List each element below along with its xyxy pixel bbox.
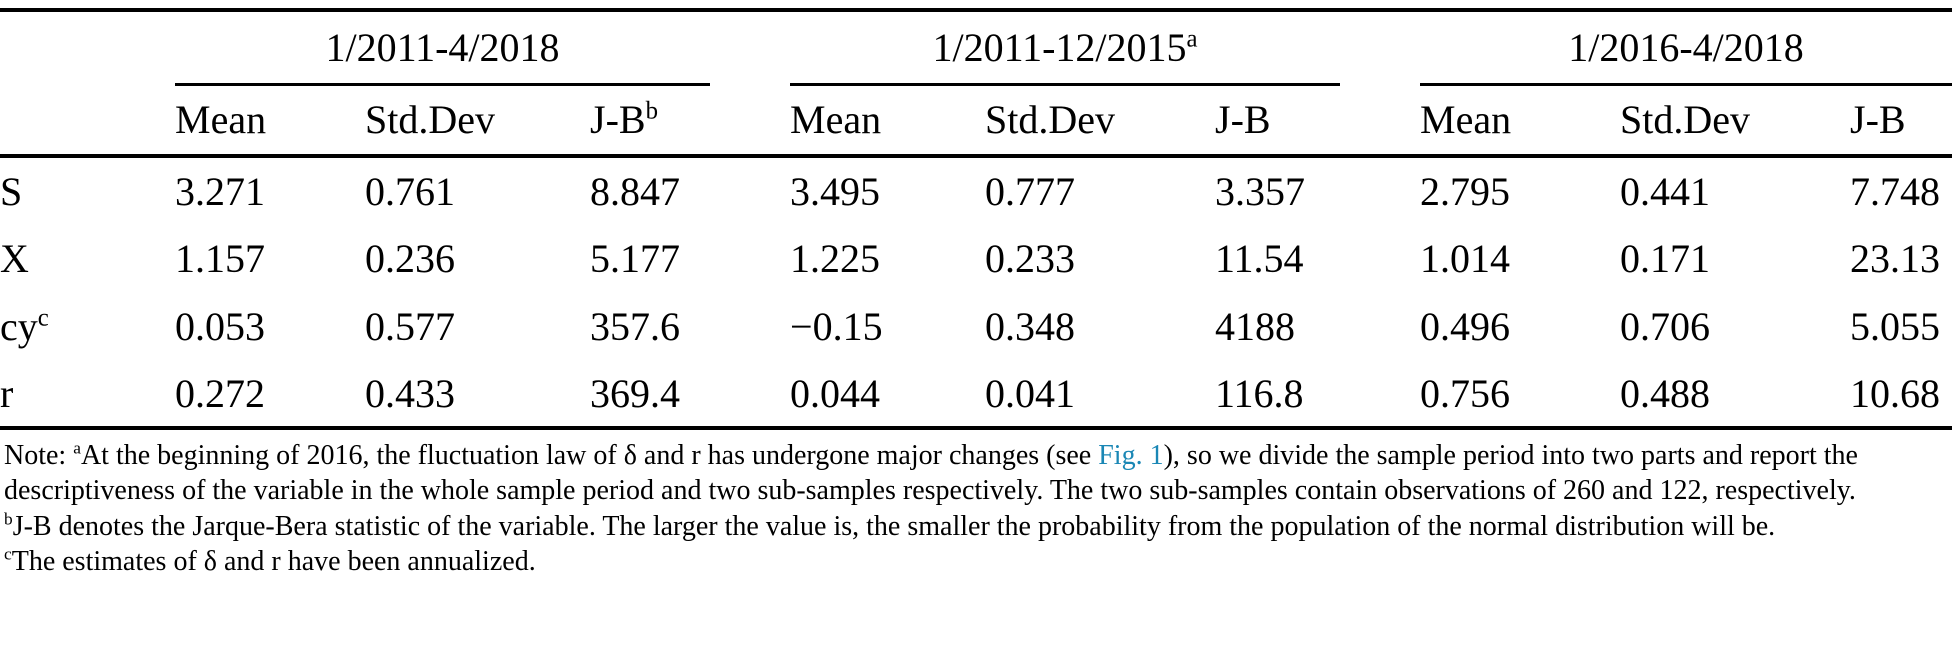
table-cell: 3.495 bbox=[790, 168, 881, 214]
table-cell: 0.348 bbox=[985, 303, 1076, 349]
table-cell: 0.756 bbox=[1420, 360, 1621, 430]
column-gap bbox=[710, 224, 790, 292]
table-cell: 8.847 bbox=[590, 168, 680, 214]
table-row-X: X 1.157 0.236 5.177 1.225 0.233 11.54 1.… bbox=[0, 224, 1952, 292]
column-header-jb: J-Bb bbox=[590, 84, 711, 158]
column-gap bbox=[1340, 84, 1421, 158]
table-cell: 0.761 bbox=[365, 168, 455, 214]
column-header-stddev: Std.Dev bbox=[985, 84, 1216, 158]
note-prefix: Note: bbox=[4, 440, 74, 471]
column-header-jb: J-B bbox=[1215, 84, 1341, 158]
table-cell: 5.177 bbox=[590, 235, 680, 281]
table-cell: 3.271 bbox=[175, 168, 265, 214]
note-b: bJ-B denotes the Jarque-Bera statistic o… bbox=[4, 509, 1946, 544]
table-cell: 0.053 bbox=[175, 303, 265, 349]
column-header-mean: Mean bbox=[1420, 84, 1621, 158]
table-cell: 0.236 bbox=[365, 235, 455, 281]
table-cell: 116.8 bbox=[1215, 360, 1341, 430]
table-cell: 5.055 bbox=[1850, 303, 1941, 349]
table-cell: 10.68 bbox=[1850, 360, 1952, 430]
table-cell: −0.15 bbox=[790, 303, 883, 349]
stat-header-row: Mean Std.Dev J-Bb Mean Std.Dev J-B Mean … bbox=[0, 84, 1952, 158]
table-cell: 11.54 bbox=[1215, 235, 1304, 281]
column-header-stddev: Std.Dev bbox=[1620, 84, 1851, 158]
table-cell: 0.496 bbox=[1420, 303, 1511, 349]
column-gap bbox=[710, 360, 791, 430]
column-gap bbox=[1340, 10, 1420, 84]
fig-1-link[interactable]: Fig. 1 bbox=[1098, 440, 1164, 471]
period-superscript: a bbox=[1186, 25, 1198, 53]
table-notes: Note: aAt the beginning of 2016, the flu… bbox=[0, 430, 1952, 579]
note-a-text-before-link: At the beginning of 2016, the fluctuatio… bbox=[80, 440, 1099, 471]
period-header-1: 1/2011-4/2018 bbox=[175, 10, 711, 86]
period-header-2: 1/2011-12/2015a bbox=[790, 10, 1341, 86]
row-label: cyc bbox=[0, 303, 49, 349]
table-cell: 1.225 bbox=[790, 235, 881, 281]
table-cell: 3.357 bbox=[1215, 168, 1306, 214]
table-cell: 0.044 bbox=[790, 360, 986, 430]
table-cell: 357.6 bbox=[590, 303, 680, 349]
table-cell: 0.441 bbox=[1620, 168, 1711, 214]
table-row-r: r 0.272 0.433 369.4 0.044 0.041 116.8 0.… bbox=[0, 360, 1952, 430]
table-cell: 23.13 bbox=[1850, 235, 1941, 281]
table-cell: 0.488 bbox=[1620, 360, 1851, 430]
table-cell: 0.272 bbox=[175, 360, 365, 430]
descriptive-statistics-table: 1/2011-4/2018 1/2011-12/2015a 1/2016-4/2… bbox=[0, 8, 1952, 430]
table-cell: 0.433 bbox=[365, 360, 590, 430]
table-row-cy: cyc 0.053 0.577 357.6 −0.15 0.348 4188 0… bbox=[0, 292, 1952, 360]
table-cell: 4188 bbox=[1215, 303, 1296, 349]
table-cell: 1.014 bbox=[1420, 235, 1511, 281]
table-cell: 2.795 bbox=[1420, 168, 1511, 214]
table-cell: 1.157 bbox=[175, 235, 265, 281]
row-label: S bbox=[0, 168, 23, 214]
column-header-mean: Mean bbox=[175, 84, 365, 158]
column-header-jb: J-B bbox=[1850, 84, 1952, 158]
corner-cell bbox=[0, 10, 175, 84]
column-gap bbox=[1340, 156, 1420, 224]
column-gap bbox=[710, 156, 790, 224]
table-cell: 0.577 bbox=[365, 303, 455, 349]
paper-page: 1/2011-4/2018 1/2011-12/2015a 1/2016-4/2… bbox=[0, 8, 1952, 579]
column-gap bbox=[1340, 360, 1421, 430]
note-c: cThe estimates of δ and r have been annu… bbox=[4, 544, 1946, 579]
row-label: r bbox=[0, 360, 175, 430]
corner-cell bbox=[0, 84, 175, 158]
column-header-mean: Mean bbox=[790, 84, 986, 158]
period-label: 1/2016-4/2018 bbox=[1568, 24, 1804, 70]
period-label: 1/2011-4/2018 bbox=[325, 24, 560, 70]
table-cell: 0.041 bbox=[985, 360, 1216, 430]
note-b-superscript: b bbox=[4, 509, 13, 529]
period-header-row: 1/2011-4/2018 1/2011-12/2015a 1/2016-4/2… bbox=[0, 10, 1952, 86]
note-c-superscript: c bbox=[4, 544, 12, 564]
table-cell: 369.4 bbox=[590, 360, 711, 430]
row-label: X bbox=[0, 235, 29, 281]
period-label: 1/2011-12/2015 bbox=[932, 24, 1187, 70]
note-a: Note: aAt the beginning of 2016, the flu… bbox=[4, 438, 1946, 509]
column-gap bbox=[710, 292, 790, 360]
column-gap bbox=[1340, 224, 1420, 292]
table-cell: 7.748 bbox=[1850, 168, 1941, 214]
column-gap bbox=[710, 84, 791, 158]
note-a-superscript: a bbox=[73, 438, 81, 458]
note-b-text: J-B denotes the Jarque-Bera statistic of… bbox=[12, 510, 1776, 542]
column-gap bbox=[710, 10, 790, 84]
column-gap bbox=[1340, 292, 1420, 360]
table-cell: 0.706 bbox=[1620, 303, 1711, 349]
table-cell: 0.777 bbox=[985, 168, 1076, 214]
table-cell: 0.171 bbox=[1620, 235, 1711, 281]
note-c-text: The estimates of δ and r have been annua… bbox=[11, 545, 536, 577]
column-header-stddev: Std.Dev bbox=[365, 84, 590, 158]
table-row-S: S 3.271 0.761 8.847 3.495 0.777 3.357 2.… bbox=[0, 156, 1952, 224]
table-cell: 0.233 bbox=[985, 235, 1076, 281]
note-a-text-after-link: ), so we divide the sample period into t… bbox=[4, 440, 1858, 507]
period-header-3: 1/2016-4/2018 bbox=[1420, 10, 1952, 86]
